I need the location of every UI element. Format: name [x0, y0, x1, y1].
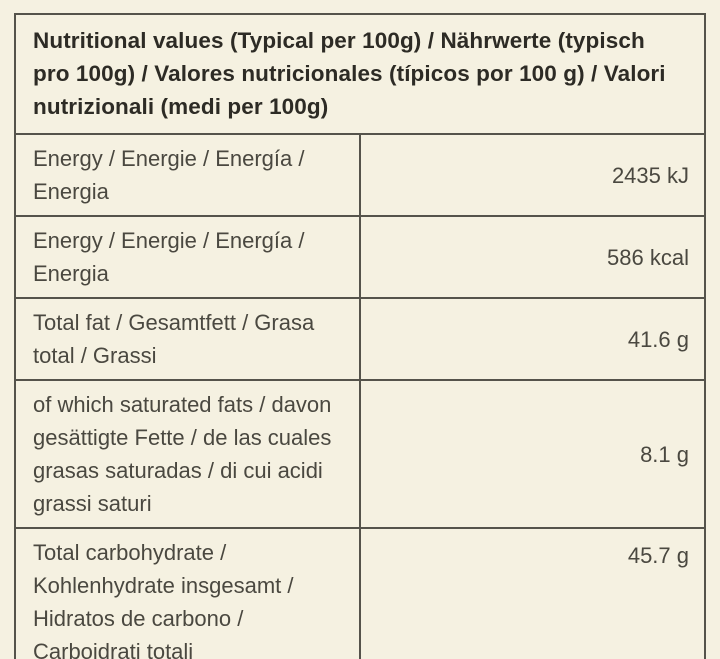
- table-title: Nutritional values (Typical per 100g) / …: [14, 13, 706, 135]
- nutrient-label: Energy / Energie / Energía / Energia: [14, 133, 361, 217]
- nutrient-label: Energy / Energie / Energía / Energia: [14, 215, 361, 299]
- nutrient-label: of which saturated fats / davon gesättig…: [14, 379, 361, 529]
- nutrient-value: 586 kcal: [359, 215, 706, 299]
- nutrient-value: 8.1 g: [359, 379, 706, 529]
- nutrient-value: 41.6 g: [359, 297, 706, 381]
- table-row-energy-kj: Energy / Energie / Energía / Energia 243…: [14, 133, 706, 217]
- nutrition-table: Nutritional values (Typical per 100g) / …: [14, 13, 706, 659]
- table-row-energy-kcal: Energy / Energie / Energía / Energia 586…: [14, 215, 706, 299]
- table-header-row: Nutritional values (Typical per 100g) / …: [14, 13, 706, 135]
- table-row-saturated-fats: of which saturated fats / davon gesättig…: [14, 379, 706, 529]
- nutrient-label: Total fat / Gesamtfett / Grasa total / G…: [14, 297, 361, 381]
- nutrient-value: 2435 kJ: [359, 133, 706, 217]
- nutrient-value: 45.7 g: [359, 527, 706, 659]
- table-row-total-fat: Total fat / Gesamtfett / Grasa total / G…: [14, 297, 706, 381]
- nutrient-label: Total carbohydrate / Kohlenhydrate insge…: [14, 527, 361, 659]
- table-row-carbohydrate: Total carbohydrate / Kohlenhydrate insge…: [14, 527, 706, 659]
